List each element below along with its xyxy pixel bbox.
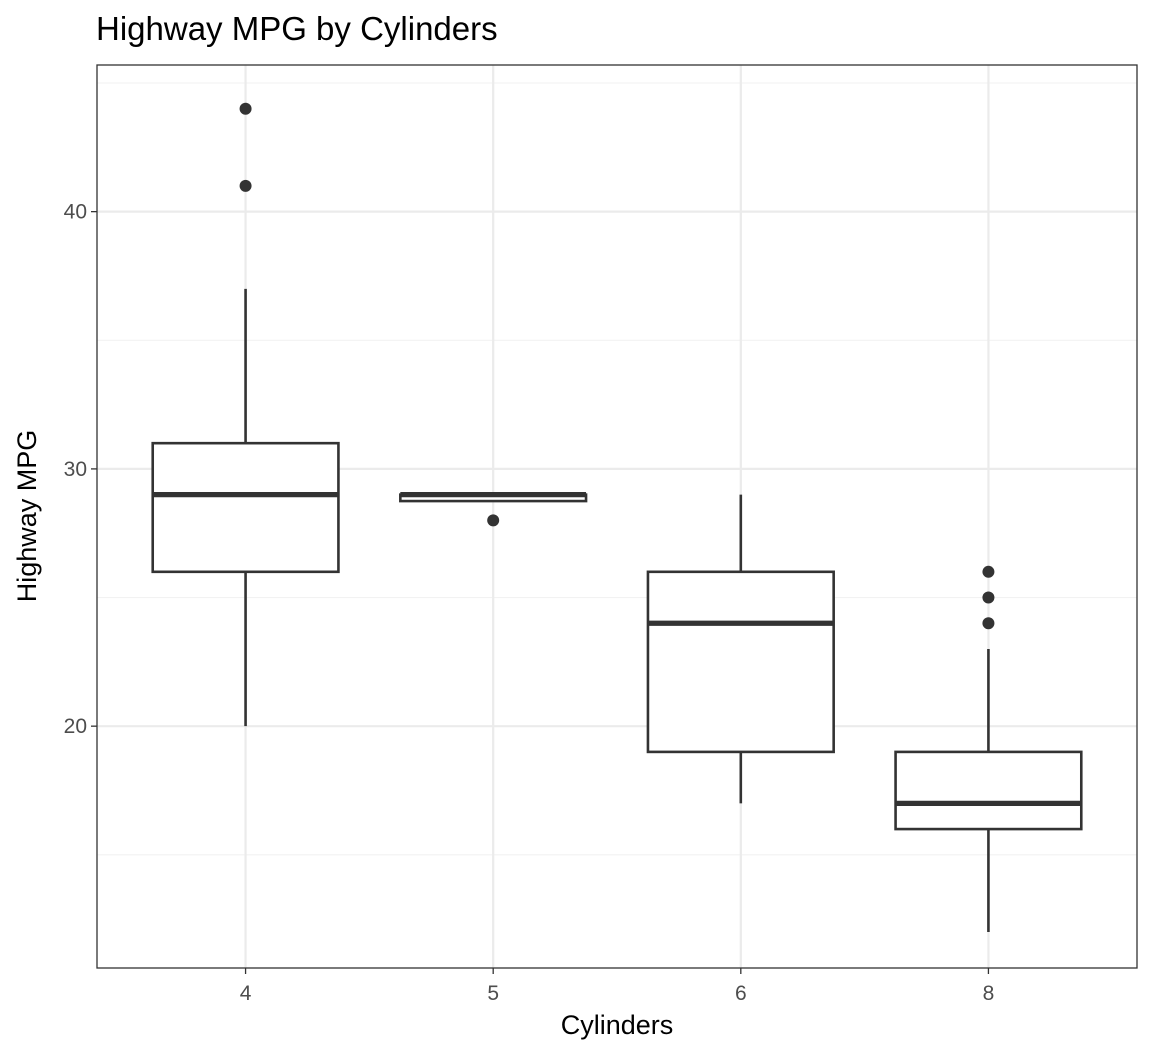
panel-border [96, 64, 1138, 969]
x-tick-label: 6 [735, 982, 747, 1005]
x-axis-title: Cylinders [561, 1010, 674, 1040]
box [646, 570, 835, 754]
outlier-point [487, 514, 500, 527]
box-group-4 [151, 102, 340, 727]
chart-title: Highway MPG by Cylinders [96, 10, 498, 47]
y-axis-title: Highway MPG [12, 430, 42, 603]
outlier-point [239, 102, 252, 115]
box-group-6 [646, 494, 835, 804]
box [151, 441, 340, 574]
box-group-5 [399, 492, 588, 527]
box-layer [151, 102, 1083, 932]
outlier-point [982, 591, 995, 604]
box-group-8 [894, 565, 1083, 932]
x-tick-label: 8 [983, 982, 995, 1005]
y-tick-label: 30 [64, 458, 87, 481]
y-tick-label: 20 [64, 715, 87, 738]
x-tick-label: 5 [487, 982, 499, 1005]
outlier-point [239, 179, 252, 192]
outlier-point [982, 617, 995, 630]
y-tick-label: 40 [64, 201, 87, 224]
axis-layer: 20 30 40 4 5 6 8 [64, 201, 995, 1005]
box [894, 750, 1083, 831]
outlier-point [982, 565, 995, 578]
x-tick-label: 4 [240, 982, 252, 1005]
